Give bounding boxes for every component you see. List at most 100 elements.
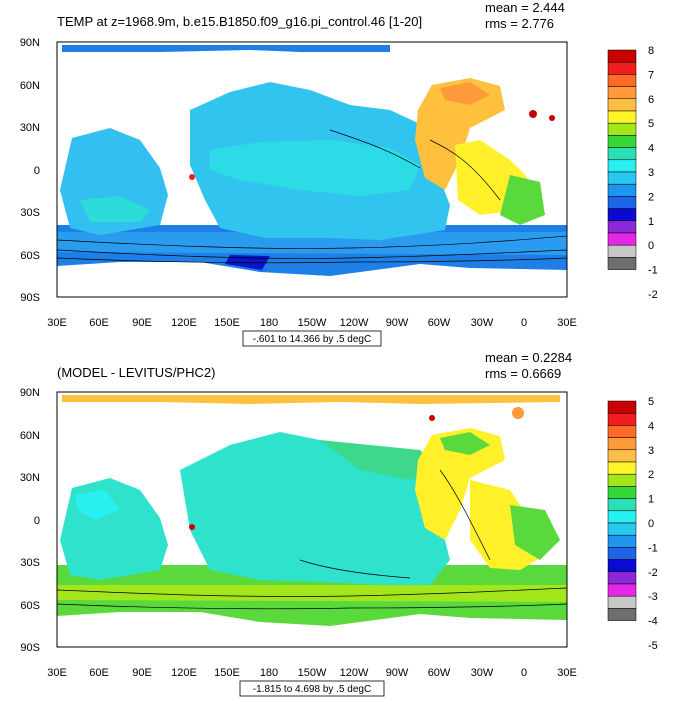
panel-1-map — [56, 41, 568, 298]
colorbar-swatch — [607, 220, 637, 234]
contour-line — [439, 469, 491, 561]
region-southern-ocean-upper — [57, 232, 567, 255]
panel-1-range-label: -.601 to 14.366 by .5 degC — [253, 334, 371, 345]
hotspot-mediterranean — [429, 415, 435, 421]
lat-tick-label: 90N — [20, 37, 40, 49]
lon-tick-label: 120E — [171, 317, 197, 329]
panel-2-title: (MODEL - LEVITUS/PHC2) — [57, 365, 215, 380]
colorbar-label: 1 — [648, 494, 654, 506]
panel-1-colorbar: 8 7 6 5 4 3 2 1 0 -1 -2 — [607, 45, 658, 301]
colorbar-label: 2 — [648, 469, 654, 481]
hotspot-mediterranean — [529, 110, 537, 118]
colorbar-label: 2 — [648, 191, 654, 203]
colorbar-label: -3 — [648, 591, 658, 603]
colorbar-swatch — [607, 412, 637, 426]
colorbar-swatch — [607, 122, 637, 136]
colorbar-swatch — [607, 437, 637, 451]
colorbar-swatch — [607, 110, 637, 124]
panel-1-lon-axis: 30E 60E 90E 120E 150E 180 150W 120W 90W … — [47, 317, 577, 329]
colorbar-swatch — [607, 232, 637, 246]
lon-tick-label: 120E — [171, 667, 197, 679]
colorbar-swatch — [607, 473, 637, 487]
lon-tick-label: 150W — [298, 667, 327, 679]
lat-tick-label: 0 — [34, 165, 40, 177]
lon-tick-label: 60E — [89, 667, 109, 679]
colorbar-swatch — [607, 400, 637, 414]
lon-tick-label: 150W — [298, 317, 327, 329]
lon-tick-label: 60E — [89, 317, 109, 329]
colorbar-swatch — [607, 522, 637, 536]
colorbar-label: -2 — [648, 567, 658, 579]
colorbar-swatch — [607, 534, 637, 548]
colorbar-swatch — [607, 98, 637, 112]
panel-1-mean: mean = 2.444 — [485, 0, 565, 15]
colorbar-swatch — [607, 135, 637, 148]
lat-tick-label: 60S — [20, 600, 40, 612]
colorbar-swatch — [607, 244, 637, 258]
lat-tick-label: 60S — [20, 250, 40, 262]
contour-line — [56, 603, 568, 610]
hotspot-indonesia — [189, 174, 195, 180]
colorbar-swatch — [607, 196, 637, 209]
panel-2-rms: rms = 0.6669 — [485, 366, 561, 381]
colorbar-swatch — [607, 595, 637, 609]
panel-2-lon-axis: 30E 60E 90E 120E 150E 180 150W 120W 90W … — [47, 667, 577, 679]
colorbar-swatch — [607, 183, 637, 197]
colorbar-swatch — [607, 257, 637, 270]
colorbar-label: 6 — [648, 94, 654, 106]
colorbar-label: -4 — [648, 616, 658, 628]
colorbar-swatch — [607, 74, 637, 87]
lon-tick-label: 30W — [471, 667, 494, 679]
panel-2-colorbar: 5 4 3 2 1 0 -1 -2 -3 -4 -5 — [607, 396, 658, 652]
region-labrador-sea — [440, 432, 490, 455]
contour-line — [56, 257, 568, 264]
lon-tick-label: 120W — [340, 667, 369, 679]
lat-tick-label: 90N — [20, 387, 40, 399]
lat-tick-label: 60N — [20, 80, 40, 92]
region-south-atlantic — [500, 175, 545, 225]
region-southern-ocean-inner — [57, 585, 567, 602]
colorbar-label: 0 — [648, 240, 654, 252]
lon-tick-label: 150E — [214, 317, 240, 329]
lon-tick-label: 30E — [47, 317, 67, 329]
panel-2-lat-axis: 90N 60N 30N 0 30S 60S 90S — [20, 387, 40, 654]
lon-tick-label: 90W — [386, 667, 409, 679]
region-labrador-sea — [440, 82, 490, 105]
contour-line — [56, 587, 568, 597]
lon-tick-label: 180 — [260, 317, 278, 329]
region-indian-inner — [80, 196, 150, 222]
lon-tick-label: 120W — [340, 317, 369, 329]
lon-tick-label: 0 — [521, 667, 527, 679]
region-north-pacific — [320, 440, 440, 480]
panel-1-title: TEMP at z=1968.9m, b.e15.B1850.f09_g16.p… — [57, 14, 422, 29]
lat-tick-label: 60N — [20, 430, 40, 442]
lat-tick-label: 90S — [20, 292, 40, 304]
colorbar-label: -5 — [648, 640, 658, 652]
lon-tick-label: 30E — [47, 667, 67, 679]
lon-tick-label: 90E — [132, 667, 152, 679]
colorbar-swatch — [607, 583, 637, 597]
lon-tick-label: 60W — [428, 667, 451, 679]
lat-tick-label: 30N — [20, 472, 40, 484]
hotspot-indonesia — [189, 524, 195, 530]
colorbar-label: 7 — [648, 69, 654, 81]
panel-2-range-label: -1.815 to 4.698 by .5 degC — [253, 684, 371, 695]
colorbar-swatch — [607, 547, 637, 560]
colorbar-swatch — [607, 171, 637, 185]
contour-line — [56, 235, 568, 249]
lon-tick-label: 30E — [557, 667, 577, 679]
lon-tick-label: 180 — [260, 667, 278, 679]
colorbar-swatch — [607, 571, 637, 585]
colorbar-swatch — [607, 449, 637, 463]
colorbar-label: -2 — [648, 289, 658, 301]
panel-2-map — [56, 391, 568, 648]
contour-line — [329, 129, 421, 169]
colorbar-swatch — [607, 461, 637, 475]
lon-tick-label: 90W — [386, 317, 409, 329]
lon-tick-label: 150E — [214, 667, 240, 679]
colorbar-label: 1 — [648, 216, 654, 228]
lat-tick-label: 0 — [34, 515, 40, 527]
panel-2: (MODEL - LEVITUS/PHC2) mean = 0.2284 rms… — [20, 350, 658, 697]
contour-line — [299, 559, 411, 579]
region-arctic — [62, 395, 560, 404]
